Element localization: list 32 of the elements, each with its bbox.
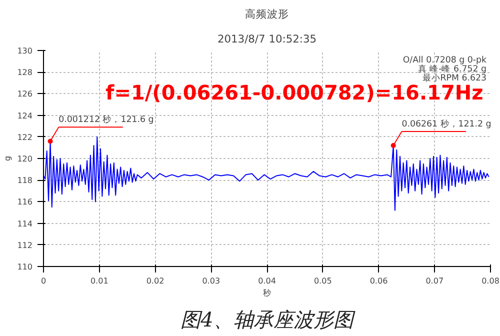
y-tick-label: 126	[17, 90, 33, 99]
annotation: f=1/(0.06261-0.000782)=16.17Hz	[106, 80, 484, 104]
x-tick-label: 0	[40, 276, 46, 286]
x-tick-label: 0.07	[426, 276, 444, 286]
y-axis-title: g	[3, 156, 12, 162]
y-tick-label: 110	[17, 262, 33, 272]
annotation: 0.001212 秒，121.6 g	[58, 114, 154, 126]
annotation: 最小RPM 6.623	[422, 72, 487, 84]
x-tick-label: 0.05	[314, 276, 332, 286]
line-series	[44, 136, 490, 211]
y-tick-label: 116	[17, 198, 33, 207]
y-tick-label: 124	[17, 111, 33, 120]
y-tick-label: 114	[17, 219, 33, 228]
x-tick-label: 0.08	[482, 276, 500, 286]
x-axis-title: 秒	[263, 288, 271, 298]
y-tick-label: 128	[17, 68, 33, 78]
caption: 图4、轴承座波形图	[180, 308, 356, 332]
x-tick-label: 0.06	[370, 276, 388, 286]
annotation: O/All 0.7208 g 0-pk	[402, 56, 487, 66]
chart-title: 高频波形	[245, 8, 289, 20]
y-tick-label: 120	[17, 154, 33, 164]
annotation: 真 峰-峰 6.752 g	[418, 64, 486, 74]
y-tick-label: 130	[17, 46, 33, 56]
x-tick-label: 0.03	[202, 276, 220, 286]
x-tick-label: 0.04	[258, 276, 276, 286]
annotation: 0.06261 秒，121.2 g	[402, 118, 492, 130]
y-tick-label: 112	[17, 240, 33, 250]
x-tick-label: 0.02	[146, 276, 164, 286]
y-tick-label: 118	[17, 176, 33, 186]
chart-subtitle: 2013/8/7 10:52:35	[217, 32, 317, 46]
x-tick-label: 0.01	[90, 276, 108, 286]
y-tick-label: 122	[17, 132, 33, 142]
